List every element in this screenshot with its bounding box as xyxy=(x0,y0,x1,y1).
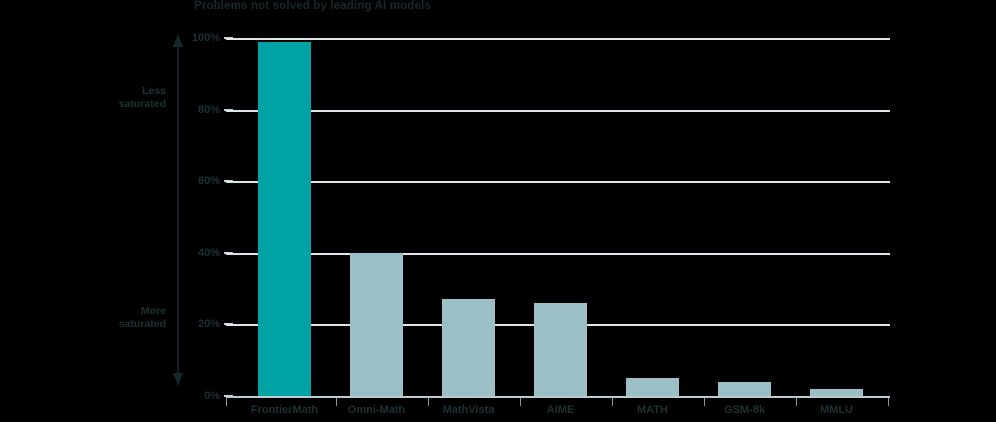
x-tick-label-mathvista: MathVista xyxy=(442,404,495,416)
bar-mmlu xyxy=(810,388,863,396)
plot-area xyxy=(226,38,890,398)
y-tick-label-40: 40% xyxy=(197,246,220,259)
gridline-40 xyxy=(226,252,890,255)
x-tick-label-aime: AIME xyxy=(546,404,575,416)
x-tick-6 xyxy=(796,398,797,406)
gridline-60 xyxy=(226,181,890,184)
gridline-80 xyxy=(226,109,890,112)
x-axis-tick-marks xyxy=(226,396,890,406)
bar-frontiermath xyxy=(258,41,311,396)
y-tick-label-60: 60% xyxy=(197,175,220,188)
more-saturated-line2: saturated xyxy=(118,318,166,330)
more-saturated-annotation: More saturated xyxy=(96,305,166,331)
chart-title: Problems not solved by leading AI models xyxy=(194,0,431,12)
x-tick-label-omni-math: Omni-Math xyxy=(347,404,406,416)
y-tick-label-80: 80% xyxy=(197,103,220,116)
x-tick-1 xyxy=(336,398,337,406)
x-tick-label-gsm-8k: GSM-8k xyxy=(724,404,765,416)
gridline-0 xyxy=(226,396,890,398)
gridline-100 xyxy=(226,38,890,40)
bar-mathvista xyxy=(442,299,495,396)
x-tick-3 xyxy=(520,398,521,406)
bar-aime xyxy=(534,302,587,396)
y-tick-label-20: 20% xyxy=(197,318,220,331)
x-tick-4 xyxy=(612,398,613,406)
x-tick-2 xyxy=(428,398,429,406)
bar-math xyxy=(626,378,679,396)
x-tick-label-frontiermath: FrontierMath xyxy=(250,404,319,416)
x-tick-5 xyxy=(704,398,705,406)
bar-omni-math xyxy=(350,252,403,396)
x-tick-label-mmlu: MMLU xyxy=(820,404,853,416)
less-saturated-line2: saturated xyxy=(118,98,166,110)
x-axis: FrontierMath Omni-Math MathVista AIME MA… xyxy=(226,404,890,422)
less-saturated-line1: Less xyxy=(142,85,166,97)
x-tick-7 xyxy=(888,398,889,406)
y-tick-label-0: 0% xyxy=(204,390,220,402)
y-tick-label-100: 100% xyxy=(191,32,220,44)
x-tick-label-math: MATH xyxy=(637,404,668,416)
more-saturated-line1: More xyxy=(140,305,166,317)
y-axis: 100% 80% 60% 40% 20% 0% xyxy=(188,32,220,402)
bar-gsm-8k xyxy=(718,381,771,396)
less-saturated-annotation: Less saturated xyxy=(96,85,166,111)
double-arrow-vertical-icon xyxy=(173,34,183,386)
x-tick-0 xyxy=(226,398,227,406)
